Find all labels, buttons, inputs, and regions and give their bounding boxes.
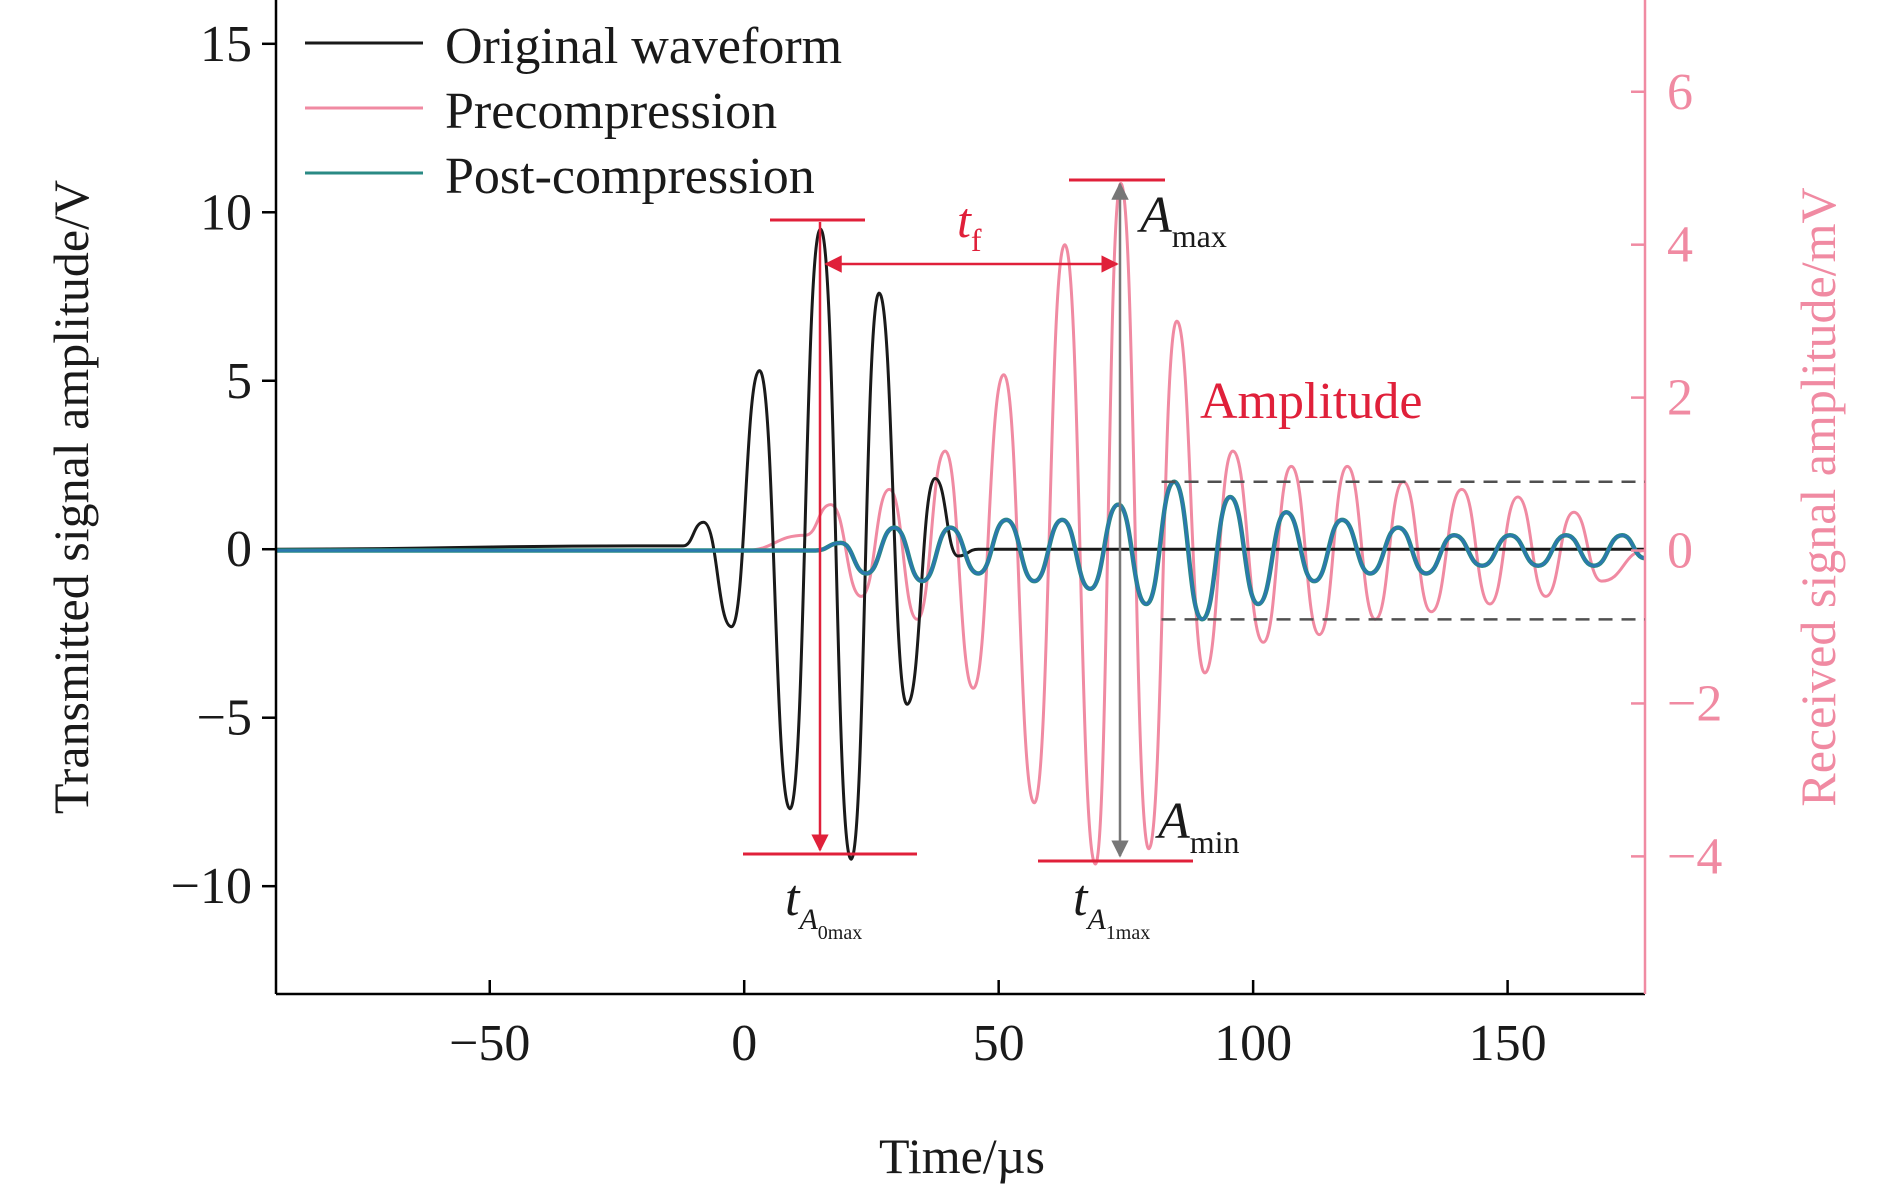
right-tick-label: −2	[1667, 675, 1722, 732]
right-axis-ticks: −4 −2 0 2 4 6	[1631, 64, 1722, 885]
x-axis-label: Time/µs	[879, 1128, 1045, 1184]
left-tick-label: 0	[226, 521, 252, 578]
left-tick-label: 10	[200, 184, 252, 241]
t-a0max-label: tA0max	[785, 870, 862, 944]
series-original-line	[275, 227, 1645, 861]
legend: Original waveform Precompression Post-co…	[305, 18, 842, 205]
right-tick-label: 6	[1667, 64, 1693, 121]
legend-label-precompression: Precompression	[445, 83, 777, 140]
annotations: tf Amax Amin tA0max tA1max Amplitude	[743, 178, 1422, 944]
legend-label-original: Original waveform	[445, 18, 842, 75]
left-tick-label: −10	[171, 858, 252, 915]
t-a1max-label: tA1max	[1073, 870, 1150, 944]
legend-label-postcompression: Post-compression	[445, 148, 815, 205]
left-axis-ticks: −10 −5 0 5 10 15	[171, 16, 276, 915]
x-tick-label: 0	[731, 1015, 757, 1072]
right-y-axis-label: Received signal amplitude/mV	[1790, 187, 1846, 806]
x-axis-ticks: −50 0 50 100 150	[449, 980, 1547, 1072]
tf-label: tf	[957, 192, 982, 258]
series-layer	[275, 182, 1646, 866]
left-tick-label: 15	[200, 16, 252, 73]
right-tick-label: −4	[1667, 828, 1722, 885]
left-tick-label: 5	[226, 353, 252, 410]
right-tick-label: 4	[1667, 217, 1693, 274]
amax-label: Amax	[1137, 187, 1227, 254]
x-tick-label: 100	[1214, 1015, 1292, 1072]
left-tick-label: −5	[197, 690, 252, 747]
amplitude-label: Amplitude	[1200, 373, 1422, 430]
right-tick-label: 2	[1667, 370, 1693, 427]
x-tick-label: 150	[1469, 1015, 1547, 1072]
amin-label: Amin	[1155, 793, 1240, 860]
series-postcompression-overlay-line	[276, 480, 1646, 621]
right-tick-label: 0	[1667, 523, 1693, 580]
x-tick-label: −50	[449, 1015, 530, 1072]
series-precompression-line	[276, 182, 1646, 866]
left-y-axis-label: Transmitted signal amplitude/V	[43, 180, 99, 814]
x-tick-label: 50	[973, 1015, 1025, 1072]
